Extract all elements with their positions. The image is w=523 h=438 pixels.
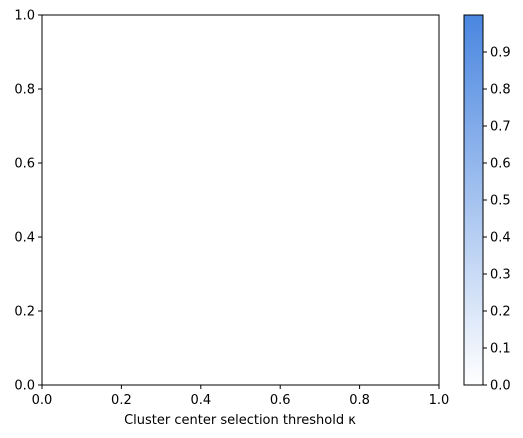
- colorbar-tick-label: 0.2: [490, 305, 511, 320]
- y-tick-label: 1.0: [14, 9, 35, 24]
- colorbar-tick-label: 0.1: [490, 342, 511, 357]
- colorbar-tick-label: 0.4: [490, 231, 511, 246]
- y-tick-label: 0.0: [14, 379, 35, 394]
- x-axis-label: Cluster center selection threshold κ: [124, 413, 356, 428]
- y-tick-label: 0.8: [14, 83, 35, 98]
- y-axis-ticks: 0.0 0.2 0.4 0.6 0.8 1.0: [14, 9, 42, 394]
- colorbar-tick-label: 0.0: [490, 379, 511, 394]
- colorbar-ticks: 0.0 0.1 0.2 0.3 0.4 0.5 0.6 0.7 0.8 0.9: [483, 46, 511, 394]
- x-tick-label: 0.0: [32, 393, 53, 408]
- colorbar-tick-label: 0.5: [490, 194, 511, 209]
- plot-area: [41, 14, 440, 386]
- x-tick-label: 0.6: [270, 393, 291, 408]
- colorbar-tick-label: 0.8: [490, 83, 511, 98]
- colorbar-tick-label: 0.6: [490, 157, 511, 172]
- x-tick-label: 0.8: [349, 393, 370, 408]
- colorbar: [463, 14, 484, 386]
- y-tick-label: 0.4: [14, 231, 35, 246]
- colorbar-tick-label: 0.9: [490, 46, 511, 61]
- x-tick-label: 1.0: [429, 393, 450, 408]
- x-tick-label: 0.4: [190, 393, 211, 408]
- y-tick-label: 0.2: [14, 305, 35, 320]
- x-axis-ticks: 0.0 0.2 0.4 0.6 0.8 1.0: [32, 385, 450, 408]
- colorbar-tick-label: 0.7: [490, 120, 511, 135]
- colorbar-tick-label: 0.3: [490, 268, 511, 283]
- y-tick-label: 0.6: [14, 157, 35, 172]
- x-tick-label: 0.2: [111, 393, 132, 408]
